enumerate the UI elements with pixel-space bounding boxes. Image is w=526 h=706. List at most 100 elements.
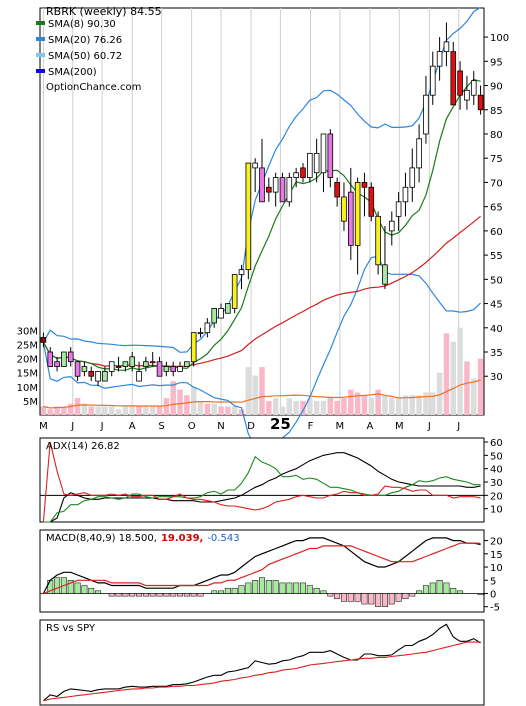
macd-frame [39,529,485,613]
rs-label: RS vs SPY [46,623,96,634]
candle-body [457,70,463,96]
candle-body [225,303,231,314]
candle-body [361,182,368,188]
macd-histogram-bar [67,580,74,594]
volume-bar [368,398,375,415]
volume-bar [252,375,258,415]
volume-bar [177,389,183,415]
sma8-line [42,78,481,371]
candle-body [252,162,258,169]
candle-body [95,370,101,382]
macd-histogram-bar [231,587,238,594]
month-label: M [395,421,404,432]
volume-bar [122,406,129,415]
candle-body [341,196,347,222]
candle-body [375,215,381,266]
candle-body [395,201,402,217]
volume-tick-label: 25M [17,341,38,352]
candle-body [334,182,340,198]
macd-histogram-bar [224,587,231,594]
price-tick-label: 35 [490,348,503,359]
macd-histogram-bar [436,580,443,594]
month-label: 25 [270,415,291,433]
macd-tick-label: 0 [490,589,496,600]
rs-series-0 [43,623,481,702]
adx-tick-label: 10 [490,505,503,516]
macd-tick-label: 5 [490,576,496,587]
candle-body [190,332,197,363]
month-label: A [129,421,136,432]
month-label: D [247,421,255,432]
volume-bar [225,406,231,415]
volume-bar [382,395,388,415]
candle-body [416,138,422,169]
macd-signal-line [43,542,481,595]
month-label: F [308,421,314,432]
volume-bar [348,389,354,415]
candle-body [388,220,395,232]
month-label: J [456,421,460,432]
adx-tick-label: 20 [490,491,503,502]
volume-tick-label: 15M [17,369,38,380]
volume-bar [197,400,204,415]
volume-bar [286,398,293,415]
candle-body [402,186,409,203]
legend-swatch-sma50 [36,53,45,57]
volume-bar [245,367,252,415]
macd-histogram-bar [245,582,252,594]
month-label: M [336,421,345,432]
price-tick-label: 50 [490,275,503,286]
candle-body [156,361,163,377]
macd-histogram-bar [368,593,375,605]
volume-bar [334,400,340,415]
volume-bar [361,395,368,415]
macd-histogram-bar [300,582,306,594]
candle-body [320,133,327,174]
macd-histogram-bar [361,593,368,605]
price-tick-label: 40 [490,324,503,335]
candle-body [74,361,81,377]
candle-body [245,162,252,271]
adx-tick-label: 60 [490,438,503,449]
volume-bar [375,389,381,415]
legend-sma20: SMA(20) 76.26 [48,35,122,46]
volume-bar [211,403,217,415]
candle-body [143,361,149,367]
month-label: J [100,421,104,432]
volume-bar [457,327,463,415]
legend-sma50: SMA(50) 60.72 [48,51,122,62]
candle-body [184,361,190,367]
volume-bar [259,367,265,415]
candle-body [429,65,436,96]
candle-body [300,167,306,178]
volume-bar [184,395,190,415]
macd-histogram-bar [163,593,170,597]
volume-bar [170,381,176,415]
candle-body [61,351,67,367]
legend-swatch-sma200 [36,69,45,73]
macd-histogram-bar [306,585,313,594]
candle-body [88,370,95,377]
candle-body [470,80,477,96]
price-tick-label: 90 [490,82,503,93]
price-tick-label: 95 [490,57,503,68]
candle-body [464,89,470,101]
volume-tick-label: 10M [17,383,38,394]
candle-body [40,337,47,343]
price-tick-label: 45 [490,300,503,311]
price-tick-label: 70 [490,178,503,189]
volume-bar [477,358,484,415]
macd-histogram-bar [136,593,143,597]
volume-tick-label: 30M [17,326,38,337]
candle-body [204,322,211,334]
volume-bar [40,406,47,415]
legend: SMA(8) 90.30 SMA(20) 76.26 SMA(50) 60.72… [36,19,122,78]
candle-body [327,133,334,178]
macd-histogram-bar [170,593,177,597]
macd-histogram-bar [450,587,457,594]
macd-histogram-bar [197,593,204,597]
month-label: S [158,421,164,432]
candle-body [163,366,170,372]
macd-histogram-bar [252,580,259,594]
volume-bar [464,361,470,415]
